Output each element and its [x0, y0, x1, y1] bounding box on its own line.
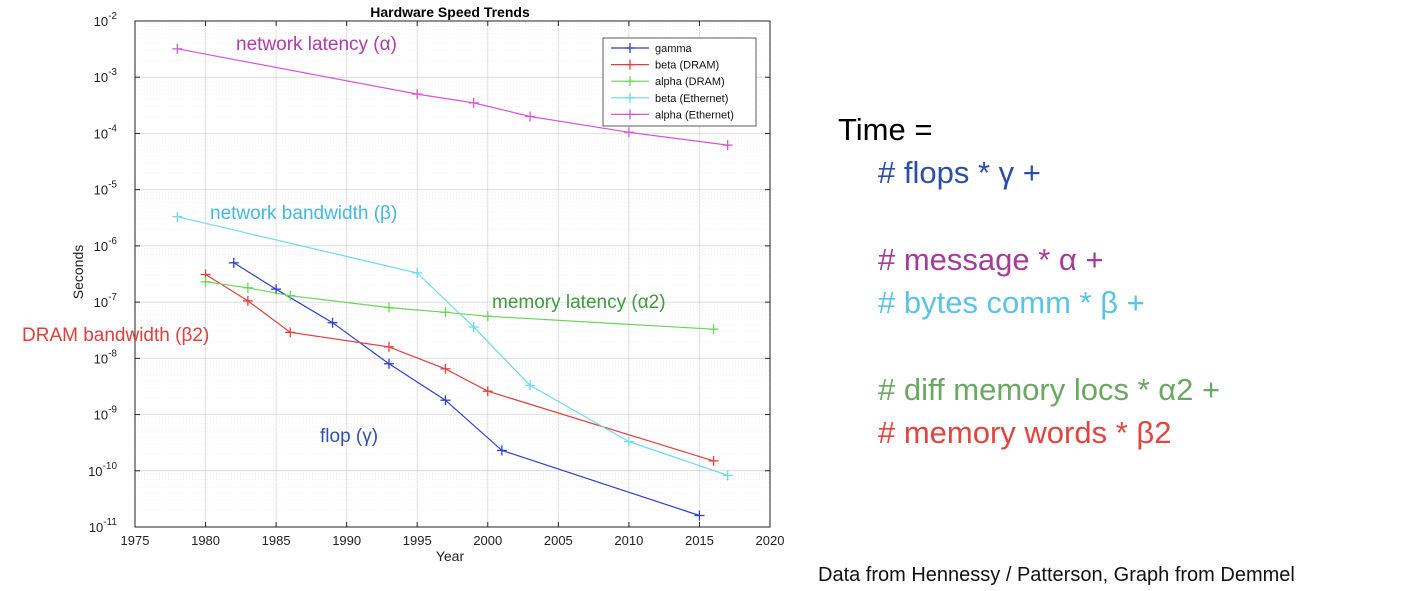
x-tick-label: 1985: [262, 533, 291, 548]
annotation-flop: flop (γ): [320, 426, 378, 447]
x-axis-label: Year: [436, 548, 465, 564]
x-tick-label: 2005: [544, 533, 573, 548]
y-tick-label: 10-5: [94, 180, 118, 198]
legend: gamma beta (DRAM) alpha (DRAM) beta (Ethern…: [602, 37, 757, 127]
annotation-dram-bandwidth: DRAM bandwidth (β2): [22, 325, 209, 346]
series-beta-ethernet: [172, 211, 733, 481]
y-axis-label: Seconds: [70, 245, 86, 299]
x-tick-label: 1980: [191, 533, 220, 548]
legend-box: [602, 37, 757, 127]
chart-title: Hardware Speed Trends: [370, 4, 530, 20]
series-lines: [172, 43, 733, 521]
x-tick-label: 2020: [756, 533, 785, 548]
x-tick-label: 1975: [121, 533, 150, 548]
x-tick-label: 2000: [473, 533, 502, 548]
y-tick-label: 10-4: [94, 123, 118, 141]
legend-entry: beta (Ethernet): [655, 93, 728, 105]
y-tick-label: 10-11: [89, 517, 118, 535]
legend-entry: alpha (DRAM): [655, 76, 725, 88]
plot-frame: [134, 20, 771, 528]
legend-entry: beta (DRAM): [655, 60, 719, 72]
y-tick-label: 10-8: [94, 348, 118, 366]
series-alpha-dram: [200, 276, 719, 335]
axis-ticks: 1975 1980 1985 1990 1995 2000 2005 2010 2015 2020…: [88, 11, 784, 548]
legend-entry: gamma: [655, 43, 693, 55]
x-tick-label: 2010: [614, 533, 643, 548]
annotation-network-bandwidth: network bandwidth (β): [210, 203, 397, 224]
annotation-memory-latency: memory latency (α2): [492, 292, 666, 313]
y-tick-label: 10-10: [88, 461, 117, 479]
source-note: Data from Hennessy / Patterson, Graph fr…: [818, 564, 1295, 586]
y-tick-label: 10-7: [94, 292, 118, 310]
series-line: [177, 216, 728, 476]
y-tick-label: 10-9: [94, 405, 118, 423]
y-tick-label: 10-2: [94, 11, 118, 29]
series-beta-dram: [200, 269, 719, 466]
series-gamma: [228, 257, 705, 521]
legend-entry: alpha (Ethernet): [655, 109, 734, 121]
y-tick-label: 10-3: [94, 67, 118, 85]
y-tick-label: 10-6: [94, 236, 118, 254]
x-tick-label: 2015: [685, 533, 714, 548]
grid: [134, 21, 771, 528]
annotation-network-latency: network latency (α): [236, 34, 397, 55]
x-tick-label: 1990: [332, 533, 361, 548]
series-line: [177, 48, 728, 146]
x-tick-label: 1995: [403, 533, 432, 548]
chart-annotations: network latency (α) network bandwidth (β)…: [22, 34, 666, 447]
series-alpha-ethernet: [172, 43, 733, 151]
